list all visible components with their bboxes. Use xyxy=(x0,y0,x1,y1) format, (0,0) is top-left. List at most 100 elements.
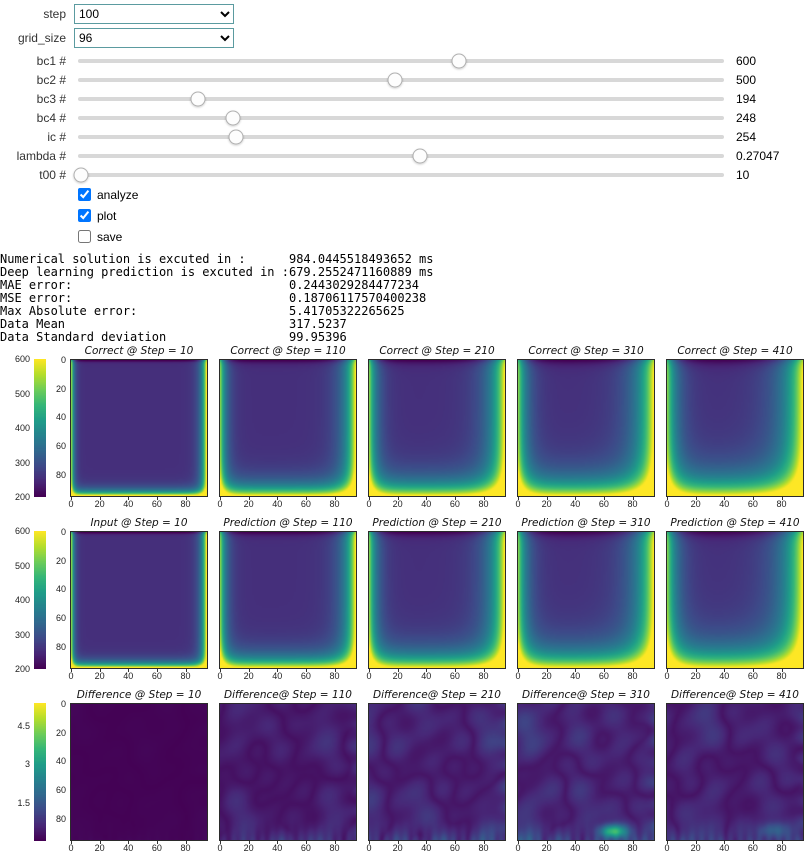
x-tick-label: 80 xyxy=(627,499,638,509)
x-tick-label: 60 xyxy=(300,843,311,853)
colorbar-tick-label: 600 xyxy=(14,526,30,536)
x-tick-mark xyxy=(334,497,336,500)
slider-handle[interactable] xyxy=(412,148,428,163)
heatmap-canvas xyxy=(71,360,207,496)
x-tick-label: 20 xyxy=(690,843,701,853)
x-tick-label: 80 xyxy=(329,671,340,681)
slider-label: lambda # xyxy=(16,148,66,163)
slider-handle[interactable] xyxy=(451,53,467,68)
heatmap-image xyxy=(368,531,506,669)
heatmap-image xyxy=(219,359,357,497)
slider-track[interactable] xyxy=(78,72,724,87)
x-tick-label: 0 xyxy=(366,671,372,681)
y-tick-label: 60 xyxy=(55,612,66,623)
heatmap-canvas xyxy=(518,704,654,840)
slider-handle[interactable] xyxy=(190,91,205,106)
x-axis: 0 20 40 60 80 xyxy=(515,841,655,853)
analyze-checkbox[interactable] xyxy=(78,188,91,201)
dropdown-row-step: step 100 xyxy=(0,3,808,25)
x-axis: 0 20 40 60 80 xyxy=(68,841,208,853)
slider-row-bc1: bc1 # 600 xyxy=(0,51,808,70)
x-tick-label: 0 xyxy=(366,499,372,509)
grid-size-dropdown[interactable]: 96 xyxy=(74,28,234,48)
slider-readout: 248 xyxy=(736,110,757,125)
heatmap-image xyxy=(666,703,804,841)
x-tick-mark xyxy=(575,497,577,500)
x-tick-label: 20 xyxy=(94,499,105,509)
x-tick-mark xyxy=(426,497,428,500)
x-tick-mark xyxy=(305,497,307,500)
subplot-strip: Input @ Step = 10 0 20 40 60 80 0 20 40 60 80 Predi… xyxy=(56,516,804,681)
x-tick-mark xyxy=(305,669,307,672)
x-tick-label: 80 xyxy=(180,671,191,681)
subplot-title: Prediction @ Step = 310 xyxy=(521,517,651,529)
x-tick-mark xyxy=(575,669,577,672)
figure-row-prediction: 600 500 400 300 200 Input @ Step = 10 0 20 40 60 8… xyxy=(0,516,808,681)
x-tick-label: 20 xyxy=(243,499,254,509)
slider-track[interactable] xyxy=(78,148,724,163)
x-tick-label: 80 xyxy=(478,671,489,681)
x-tick-label: 0 xyxy=(68,843,74,853)
x-tick-mark xyxy=(603,669,605,672)
slider-handle[interactable] xyxy=(228,129,244,144)
slider-track[interactable] xyxy=(78,110,724,125)
x-tick-mark xyxy=(781,497,783,500)
checkbox-label: plot xyxy=(97,208,117,223)
subplot: Prediction @ Step = 310 0 20 40 60 80 xyxy=(515,516,655,681)
x-tick-mark xyxy=(454,669,456,672)
subplot-title: Difference@ Step = 110 xyxy=(224,689,352,701)
slider-track[interactable] xyxy=(73,167,724,182)
heatmap-canvas xyxy=(518,360,654,496)
colorbar-tick-label: 300 xyxy=(14,629,30,640)
plot-checkbox[interactable] xyxy=(78,209,91,222)
heatmap-canvas xyxy=(220,532,356,668)
save-checkbox[interactable] xyxy=(78,230,91,243)
subplot: Difference@ Step = 310 0 20 40 60 80 xyxy=(515,688,655,853)
colorbar-tick-label: 300 xyxy=(14,457,30,468)
x-tick-label: 0 xyxy=(68,671,74,681)
x-tick-label: 20 xyxy=(392,499,403,509)
step-dropdown[interactable]: 100 xyxy=(74,4,234,24)
colorbar-tick-label: 200 xyxy=(14,664,30,674)
x-axis: 0 20 40 60 80 xyxy=(664,841,804,853)
x-tick-label: 20 xyxy=(94,843,105,853)
colorbar-gradient xyxy=(34,359,46,497)
x-tick-mark xyxy=(71,669,72,672)
subplot-title: Input @ Step = 10 xyxy=(90,517,188,529)
x-tick-label: 40 xyxy=(272,843,283,853)
x-tick-label: 80 xyxy=(180,843,191,853)
slider-handle[interactable] xyxy=(73,167,89,182)
x-tick-mark xyxy=(369,669,370,672)
x-tick-label: 40 xyxy=(123,499,134,509)
x-tick-mark xyxy=(277,497,279,500)
x-axis: 0 20 40 60 80 xyxy=(217,669,357,681)
x-tick-label: 40 xyxy=(570,499,581,509)
slider-track[interactable] xyxy=(78,91,724,106)
x-tick-label: 80 xyxy=(776,843,787,853)
x-tick-label: 80 xyxy=(627,671,638,681)
slider-track[interactable] xyxy=(78,129,724,144)
grid-size-label: grid_size xyxy=(17,31,66,45)
x-tick-label: 40 xyxy=(719,671,730,681)
slider-readout: 500 xyxy=(736,72,757,87)
x-tick-label: 20 xyxy=(243,843,254,853)
x-tick-label: 40 xyxy=(123,843,134,853)
x-axis: 0 20 40 60 80 xyxy=(664,497,804,509)
x-tick-label: 80 xyxy=(180,499,191,509)
y-tick-label: 20 xyxy=(55,727,66,738)
x-tick-label: 80 xyxy=(329,499,340,509)
x-tick-label: 60 xyxy=(300,499,311,509)
x-tick-mark xyxy=(369,497,370,500)
heatmap-canvas xyxy=(71,704,207,840)
slider-track[interactable] xyxy=(78,53,724,68)
slider-handle[interactable] xyxy=(387,72,403,87)
colorbar-gradient xyxy=(34,531,46,669)
slider-label: bc1 # xyxy=(36,53,66,68)
x-tick-mark xyxy=(695,497,697,500)
x-tick-label: 40 xyxy=(570,843,581,853)
subplot: Prediction @ Step = 210 0 20 40 60 80 xyxy=(366,516,506,681)
slider-handle[interactable] xyxy=(225,110,241,125)
x-tick-label: 40 xyxy=(570,671,581,681)
y-tick-label: 40 xyxy=(55,756,66,767)
heatmap-canvas xyxy=(667,360,803,496)
